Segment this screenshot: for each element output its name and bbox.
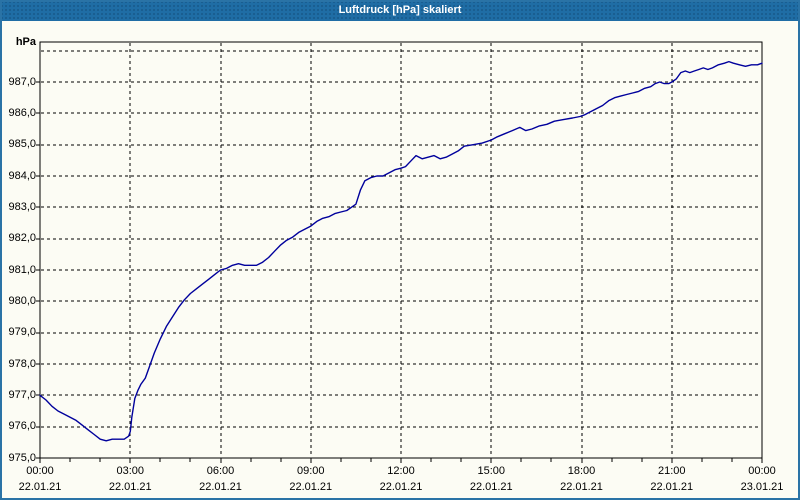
y-tick-label: 979,0 xyxy=(8,326,36,339)
x-tick-time-label: 00:00 xyxy=(748,465,776,477)
y-tick-label: 976,0 xyxy=(8,420,36,433)
x-tick-date-label: 22.01.21 xyxy=(650,481,694,493)
x-tick-time-label: 21:00 xyxy=(657,465,686,477)
window-title: Luftdruck [hPa] skaliert xyxy=(338,4,462,16)
y-tick-label: 975,0 xyxy=(8,451,36,464)
window-titlebar: Luftdruck [hPa] skaliert xyxy=(0,0,800,21)
y-axis-unit-label: hPa xyxy=(15,36,36,48)
y-tick-label: 980,0 xyxy=(8,294,36,307)
x-tick-time-label: 09:00 xyxy=(296,465,325,477)
x-tick-date-label: 22.01.21 xyxy=(199,481,242,493)
x-tick-date-label: 22.01.21 xyxy=(469,481,513,493)
plot-frame xyxy=(39,41,763,459)
y-tick-label: 977,0 xyxy=(8,388,36,401)
y-tick-label: 987,0 xyxy=(8,75,36,88)
x-tick-date-label: 22.01.21 xyxy=(379,481,423,493)
x-tick-date-label: 22.01.21 xyxy=(289,481,333,493)
x-tick-date-label: 22.01.21 xyxy=(560,481,603,493)
x-tick-time-label: 06:00 xyxy=(206,465,235,477)
y-tick-label: 983,0 xyxy=(8,200,36,213)
x-tick-time-label: 03:00 xyxy=(116,465,145,477)
y-tick-label: 978,0 xyxy=(8,357,36,370)
x-tick-time-label: 12:00 xyxy=(387,465,415,477)
pressure-series-line xyxy=(39,60,763,442)
x-tick-time-label: 15:00 xyxy=(477,465,506,477)
y-tick-label: 981,0 xyxy=(8,263,36,276)
y-tick-label: 985,0 xyxy=(8,138,36,151)
y-tick-label: 984,0 xyxy=(8,169,36,182)
x-tick-time-label: 00:00 xyxy=(26,465,54,477)
y-tick-label: 986,0 xyxy=(8,106,36,119)
x-tick-date-label: 23.01.21 xyxy=(740,481,784,493)
x-tick-time-label: 18:00 xyxy=(567,465,596,477)
x-tick-date-label: 22.01.21 xyxy=(108,481,152,493)
x-tick-date-label: 22.01.21 xyxy=(18,481,62,493)
y-tick-label: 982,0 xyxy=(8,232,36,245)
